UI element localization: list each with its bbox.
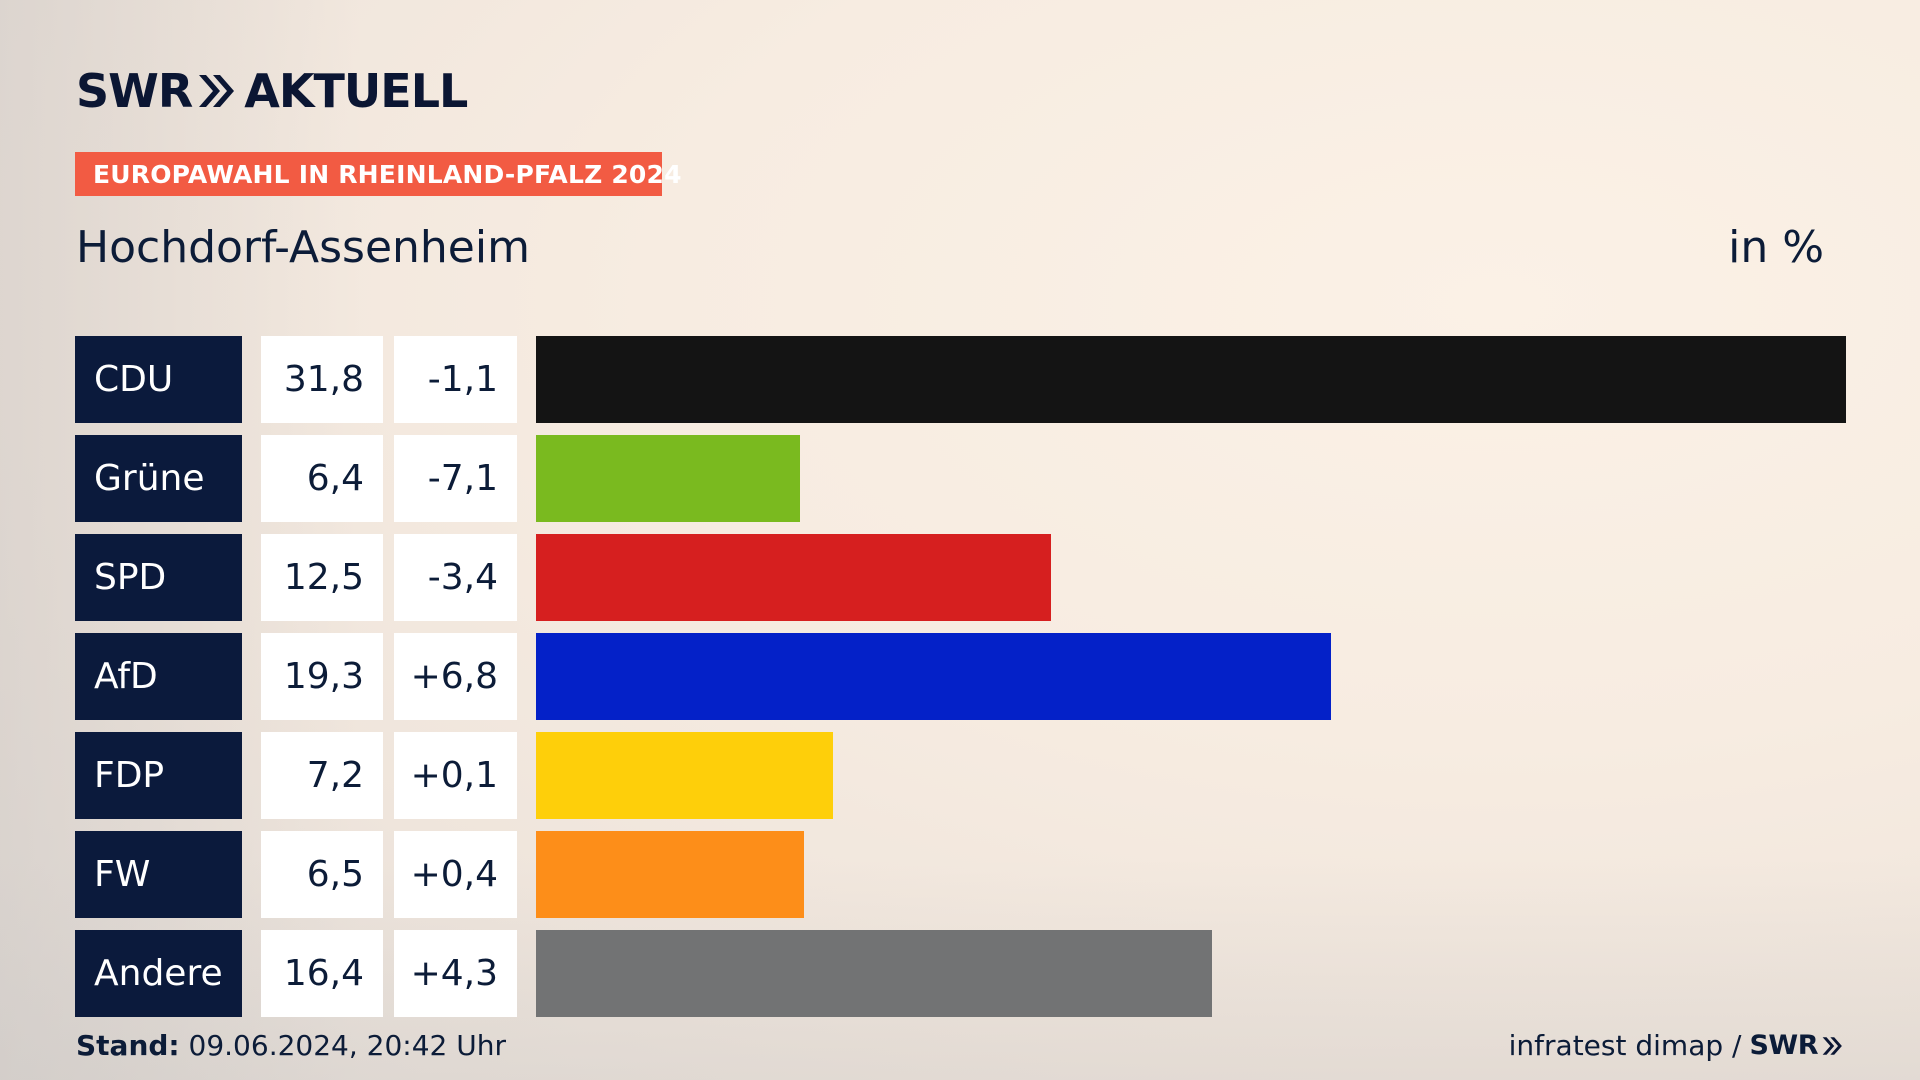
result-row: Andere 16,4 +4,3 xyxy=(75,930,1846,1017)
swr-aktuell-logo: SWR AKTUELL xyxy=(76,64,468,118)
result-row: FDP 7,2 +0,1 xyxy=(75,732,1846,819)
result-bar xyxy=(536,435,800,522)
change-value: +0,1 xyxy=(394,732,517,819)
logo-swr-text: SWR xyxy=(76,64,193,118)
vote-share-value: 19,3 xyxy=(261,633,383,720)
vote-share-value: 31,8 xyxy=(261,336,383,423)
result-bar xyxy=(536,534,1051,621)
result-row: CDU 31,8 -1,1 xyxy=(75,336,1846,423)
source-label: infratest dimap / xyxy=(1508,1029,1742,1062)
result-row: AfD 19,3 +6,8 xyxy=(75,633,1846,720)
result-row: Grüne 6,4 -7,1 xyxy=(75,435,1846,522)
stand-label: Stand: xyxy=(76,1029,180,1062)
change-value: +4,3 xyxy=(394,930,517,1017)
result-bar xyxy=(536,336,1846,423)
footer-double-chevron-icon xyxy=(1822,1037,1842,1055)
change-value: +6,8 xyxy=(394,633,517,720)
timestamp: Stand: 09.06.2024, 20:42 Uhr xyxy=(76,1028,506,1064)
double-chevron-icon xyxy=(199,75,235,107)
vote-share-value: 16,4 xyxy=(261,930,383,1017)
party-label: AfD xyxy=(75,633,242,720)
change-value: -3,4 xyxy=(394,534,517,621)
election-badge: EUROPAWAHL IN RHEINLAND-PFALZ 2024 xyxy=(75,152,682,196)
footer-logo-text: SWR xyxy=(1749,1030,1818,1061)
election-badge-label: EUROPAWAHL IN RHEINLAND-PFALZ 2024 xyxy=(93,159,682,189)
party-label: FW xyxy=(75,831,242,918)
vote-share-value: 6,5 xyxy=(261,831,383,918)
unit-label: in % xyxy=(1728,222,1824,273)
party-label: Andere xyxy=(75,930,242,1017)
stand-value: 09.06.2024, 20:42 Uhr xyxy=(188,1029,506,1062)
party-label: CDU xyxy=(75,336,242,423)
result-bar xyxy=(536,930,1212,1017)
vote-share-value: 6,4 xyxy=(261,435,383,522)
vote-share-value: 7,2 xyxy=(261,732,383,819)
source-credit: infratest dimap / SWR xyxy=(1509,1028,1844,1064)
result-bar xyxy=(536,732,833,819)
result-row: SPD 12,5 -3,4 xyxy=(75,534,1846,621)
change-value: +0,4 xyxy=(394,831,517,918)
result-row: FW 6,5 +0,4 xyxy=(75,831,1846,918)
change-value: -1,1 xyxy=(394,336,517,423)
result-bar xyxy=(536,831,804,918)
result-bar xyxy=(536,633,1331,720)
party-label: SPD xyxy=(75,534,242,621)
logo-aktuell-text: AKTUELL xyxy=(244,64,468,118)
vote-share-value: 12,5 xyxy=(261,534,383,621)
footer-swr-logo: SWR xyxy=(1749,1028,1844,1064)
region-title: Hochdorf-Assenheim xyxy=(76,222,530,273)
party-label: FDP xyxy=(75,732,242,819)
party-label: Grüne xyxy=(75,435,242,522)
change-value: -7,1 xyxy=(394,435,517,522)
